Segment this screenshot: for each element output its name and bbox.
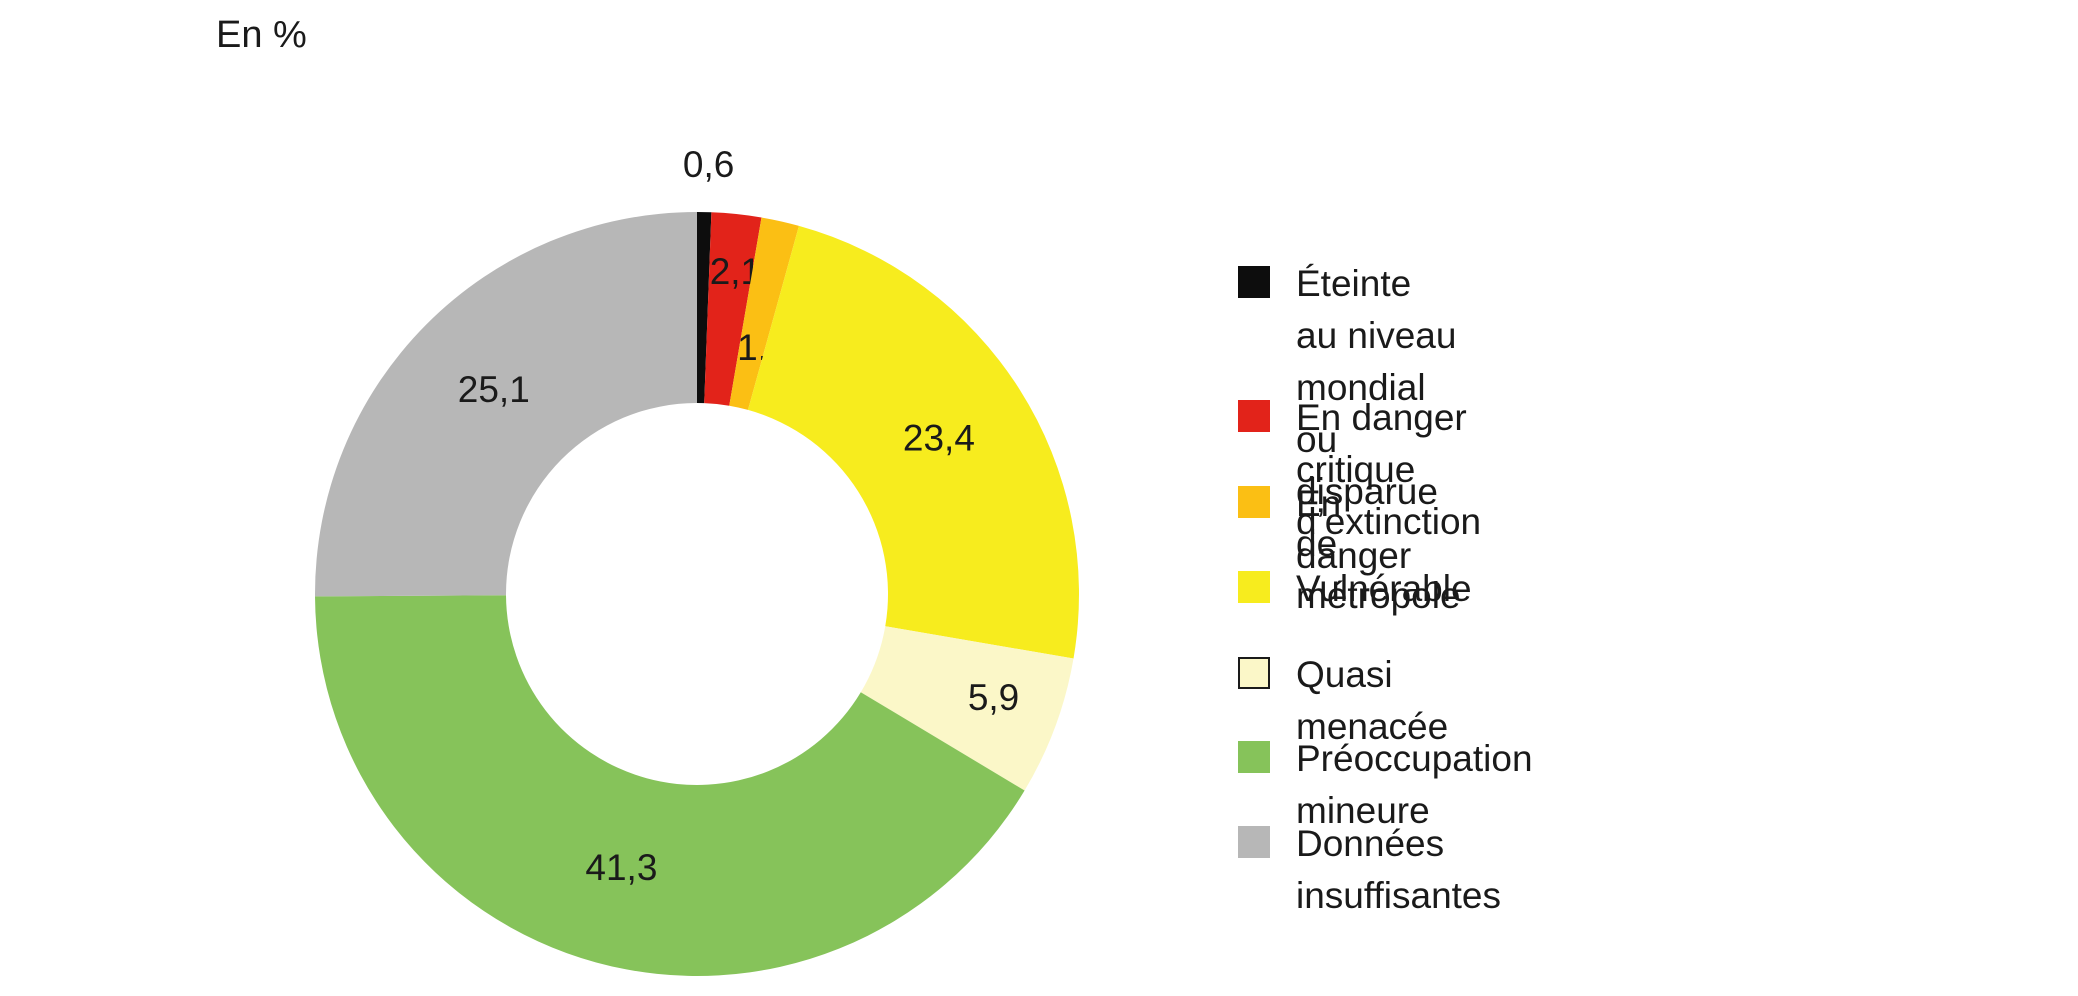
slice-data-deficient (315, 212, 697, 597)
legend-swatch-vulnerable (1238, 571, 1270, 603)
legend-item-vulnerable: Vulnérable (1238, 563, 1472, 615)
legend-item-extinct: Éteinte au niveau mondial ou disparue de… (1238, 258, 1461, 622)
slice-least-concern (315, 595, 1025, 976)
legend-item-critically-endangered: En danger critique d’extinction (1238, 392, 1481, 548)
legend-label-least-concern: Préoccupation mineure (1296, 738, 1533, 831)
legend-item-data-deficient: Données insuffisantes (1238, 818, 1501, 922)
slice-near-threatened (860, 626, 1074, 791)
data-label-near-threatened: 5,9 (968, 677, 1019, 718)
donut-chart: 0,62,11,623,45,941,325,1 (315, 144, 1079, 976)
slice-vulnerable (747, 225, 1079, 659)
data-label-vulnerable: 23,4 (903, 417, 975, 458)
legend-swatch-least-concern (1238, 741, 1270, 773)
legend-swatch-data-deficient (1238, 826, 1270, 858)
legend-item-least-concern: Préoccupation mineure (1238, 733, 1533, 837)
legend-swatch-near-threatened (1238, 657, 1270, 689)
legend-label-endangered: En danger (1296, 483, 1412, 576)
legend-label-data-deficient: Données insuffisantes (1296, 823, 1501, 916)
legend-label-critically-endangered: En danger critique d’extinction (1296, 397, 1482, 542)
data-label-least-concern: 41,3 (585, 847, 657, 888)
legend-swatch-extinct (1238, 266, 1270, 298)
legend-item-near-threatened: Quasi menacée (1238, 649, 1448, 753)
legend-label-extinct: Éteinte au niveau mondial ou disparue de… (1296, 263, 1461, 616)
data-label-data-deficient: 25,1 (458, 369, 530, 410)
legend-swatch-endangered (1238, 486, 1270, 518)
legend-label-near-threatened: Quasi menacée (1296, 654, 1449, 747)
unit-label: En % (216, 14, 307, 56)
slice-critically-endangered (704, 212, 762, 406)
legend-item-endangered: En danger (1238, 478, 1411, 582)
slice-endangered (729, 217, 799, 410)
legend-swatch-critically-endangered (1238, 400, 1270, 432)
slice-extinct (697, 212, 712, 404)
data-label-extinct: 0,6 (683, 144, 734, 185)
legend-label-vulnerable: Vulnérable (1296, 568, 1472, 609)
